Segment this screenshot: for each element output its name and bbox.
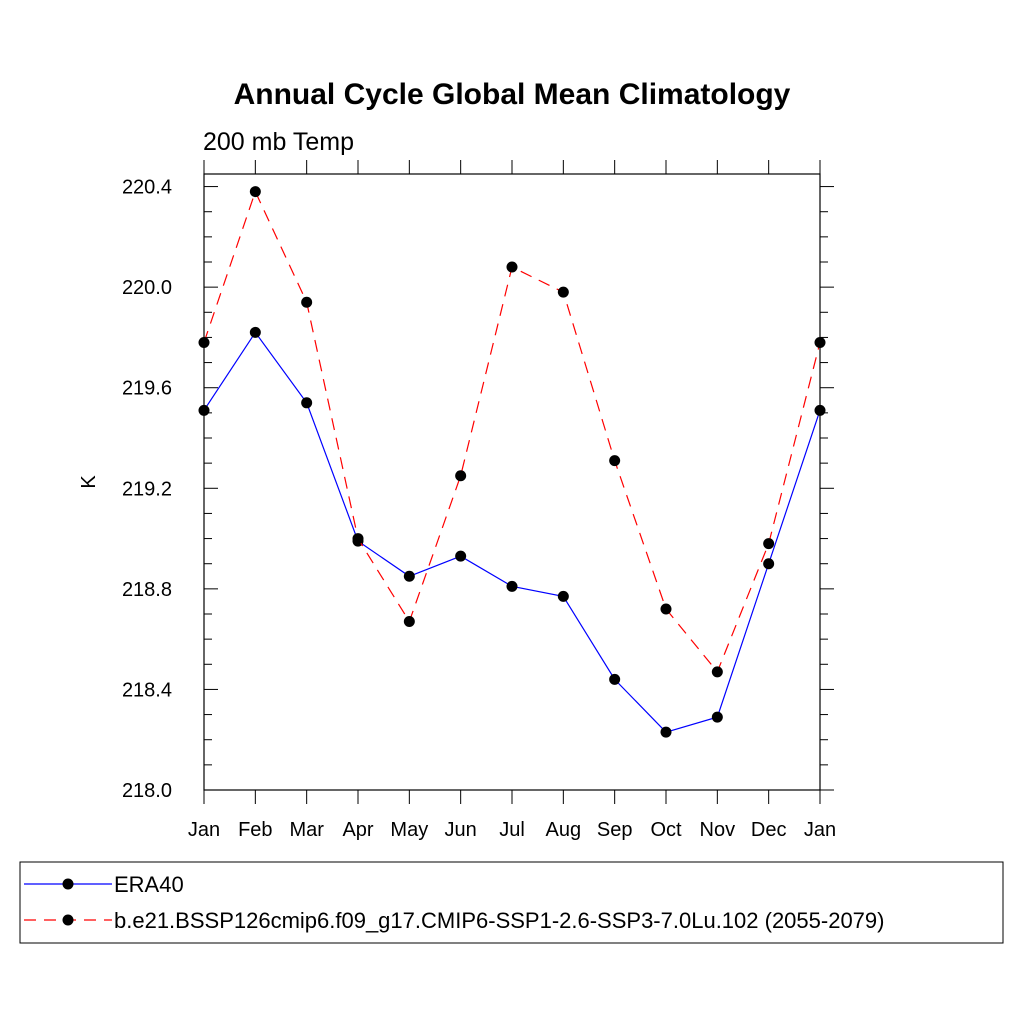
x-tick-label: Sep [597,819,633,841]
x-tick-labels: Jan Feb Mar Apr May Jun Jul Aug Sep Oct Nov Dec Jan [188,819,836,841]
y-tick-label: 219.2 [122,478,172,500]
data-point [403,616,415,628]
data-point [506,261,518,273]
data-point [609,455,621,467]
legend-label: ERA40 [114,872,184,897]
x-tick-label: May [390,819,428,841]
plot-frame [203,173,821,791]
data-point [455,470,467,482]
data-point [301,397,313,409]
x-tick-label: Nov [700,819,736,841]
ticks-layer [203,160,834,804]
x-tick-label: Dec [751,819,787,841]
x-tick-label: Oct [650,819,682,841]
data-point [763,538,775,550]
chart-subtitle: 200 mb Temp [203,128,354,156]
x-tick-label: Jun [445,819,477,841]
series-0 [198,326,826,738]
legend-entries: ERA40 b.e21.BSSP126cmip6.f09_g17.CMIP6-SS… [24,872,884,933]
y-tick-label: 218.0 [122,780,172,802]
data-point [557,286,569,298]
data-point [711,666,723,678]
y-tick-label: 220.4 [122,177,172,199]
legend-label: b.e21.BSSP126cmip6.f09_g17.CMIP6-SSP1-2.… [114,908,884,933]
legend-marker [62,914,74,926]
x-tick-label: Jul [499,819,525,841]
series-1 [198,186,826,678]
data-point [711,711,723,723]
chart-title: Annual Cycle Global Mean Climatology [234,78,791,111]
legend-box [19,861,1004,944]
x-tick-label: Feb [238,819,272,841]
legend-marker [62,878,74,890]
y-tick-label: 218.8 [122,579,172,601]
y-tick-labels: 218.0 218.4 218.8 219.2 219.6 220.0 220.4 [122,177,172,802]
legend-entry: ERA40 [24,872,184,897]
x-tick-label: Jan [188,819,220,841]
data-point [660,603,672,615]
x-tick-label: Aug [546,819,582,841]
x-tick-label: Mar [289,819,324,841]
y-tick-label: 218.4 [122,679,172,701]
series-line [203,331,821,733]
y-axis-label: K [78,475,100,489]
data-point [249,186,261,198]
legend-entry: b.e21.BSSP126cmip6.f09_g17.CMIP6-SSP1-2.… [24,908,884,933]
y-tick-label: 219.6 [122,378,172,400]
data-point [352,533,364,545]
data-point [557,590,569,602]
legend: ERA40 b.e21.BSSP126cmip6.f09_g17.CMIP6-SS… [19,861,1004,944]
y-tick-label: 220.0 [122,277,172,299]
series-layer [198,186,826,738]
data-point [506,580,518,592]
data-point [403,570,415,582]
x-tick-label: Apr [342,819,373,841]
data-point [609,673,621,685]
data-point [301,296,313,308]
data-point [249,326,261,338]
data-point [455,550,467,562]
data-point [660,726,672,738]
x-tick-label: Jan [804,819,836,841]
data-point [763,558,775,570]
